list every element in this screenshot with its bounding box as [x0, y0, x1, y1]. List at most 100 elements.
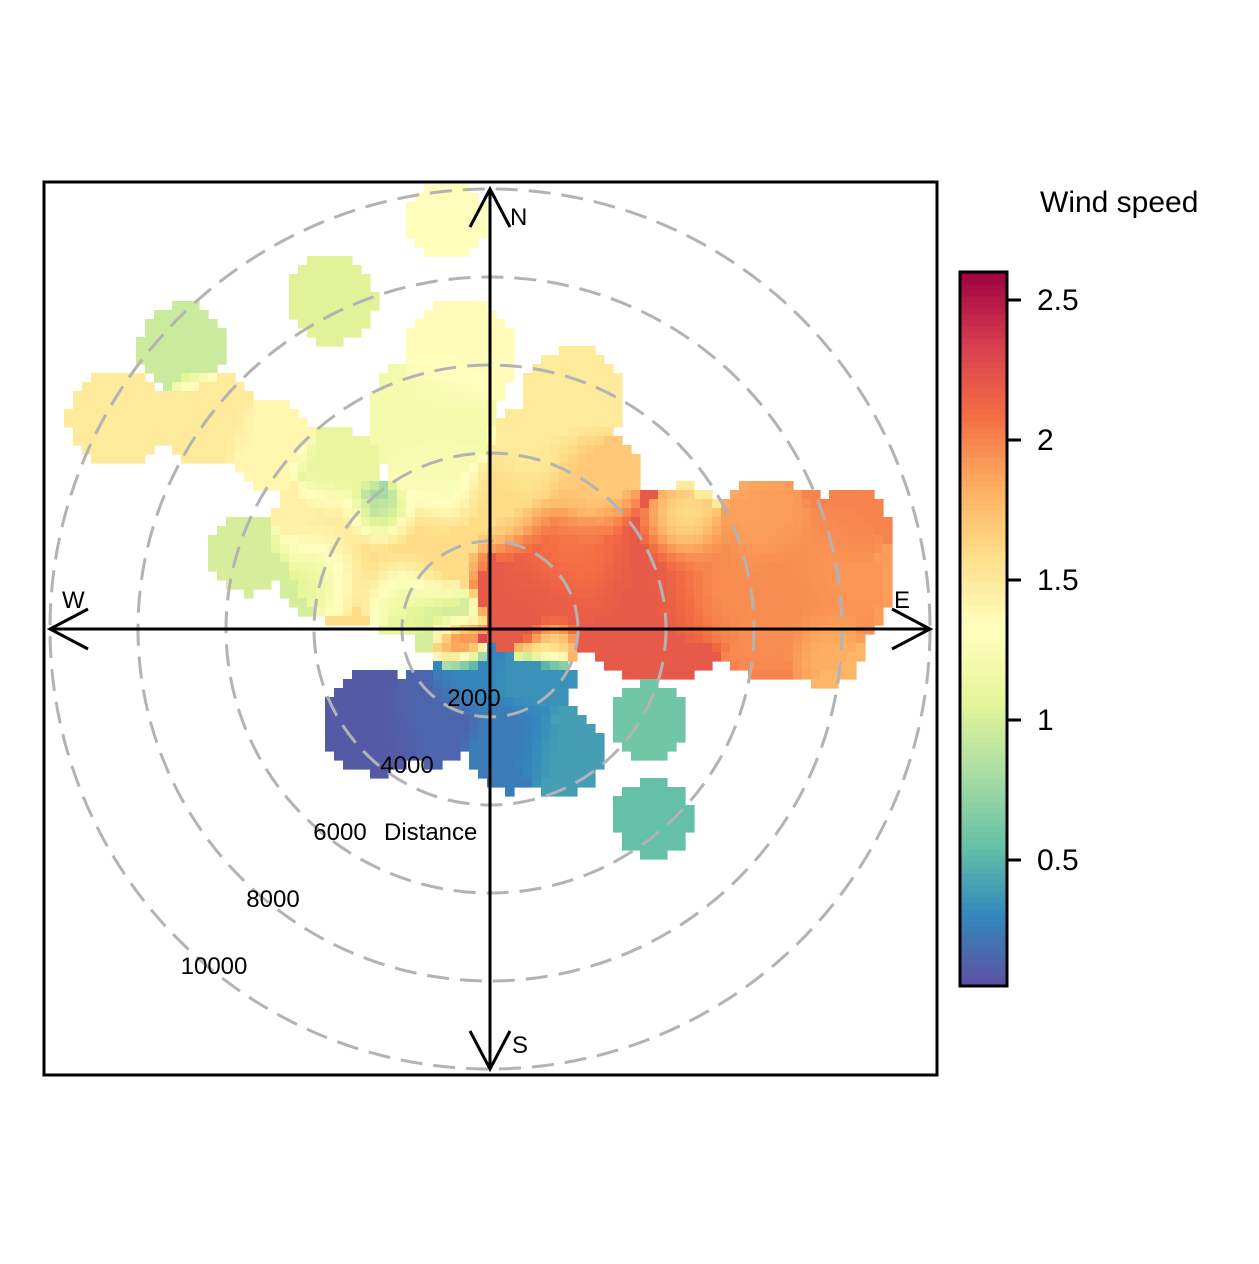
- heat-cell: [523, 499, 533, 509]
- heat-cell: [586, 562, 596, 572]
- heat-cell: [316, 472, 326, 482]
- heat-cell: [478, 715, 488, 725]
- heat-cell: [91, 418, 101, 428]
- heat-cell: [874, 535, 884, 545]
- heat-cell: [829, 634, 839, 644]
- heat-cell: [568, 391, 578, 401]
- heat-cell: [307, 292, 317, 302]
- heat-cell: [406, 481, 416, 491]
- heat-cell: [433, 346, 443, 356]
- heat-cell: [451, 733, 461, 743]
- heat-cell: [343, 607, 353, 617]
- legend-swatch: [960, 462, 1007, 470]
- heat-cell: [379, 481, 389, 491]
- heat-cell: [622, 805, 632, 815]
- heat-cell: [379, 571, 389, 581]
- heat-cell: [658, 715, 668, 725]
- heat-cell: [433, 337, 443, 347]
- heat-cell: [847, 499, 857, 509]
- heat-cell: [505, 589, 515, 599]
- heat-cell: [298, 490, 308, 500]
- heat-cell: [586, 580, 596, 590]
- heat-cell: [217, 400, 227, 410]
- heat-cell: [163, 436, 173, 446]
- heat-cell: [640, 643, 650, 653]
- heat-cell: [451, 571, 461, 581]
- heat-cell: [640, 634, 650, 644]
- heat-cell: [613, 373, 623, 383]
- heat-cell: [280, 490, 290, 500]
- heat-cell: [514, 634, 524, 644]
- heat-cell: [343, 580, 353, 590]
- heat-cell: [829, 499, 839, 509]
- heat-cell: [559, 661, 569, 671]
- heat-cell: [379, 715, 389, 725]
- heat-cell: [469, 508, 479, 518]
- heat-cell: [613, 706, 623, 716]
- heat-cell: [802, 643, 812, 653]
- heat-cell: [667, 805, 677, 815]
- heat-cell: [523, 589, 533, 599]
- heat-cell: [271, 445, 281, 455]
- heat-cell: [253, 571, 263, 581]
- heat-cell: [550, 409, 560, 419]
- heat-cell: [379, 499, 389, 509]
- heat-cell: [370, 436, 380, 446]
- heat-cell: [667, 634, 677, 644]
- heat-cell: [406, 364, 416, 374]
- heat-cell: [442, 427, 452, 437]
- heat-cell: [577, 382, 587, 392]
- heat-cell: [631, 832, 641, 842]
- heat-cell: [505, 499, 515, 509]
- heat-cell: [433, 481, 443, 491]
- heat-cell: [541, 355, 551, 365]
- heat-cell: [631, 841, 641, 851]
- heat-cell: [550, 364, 560, 374]
- heat-cell: [829, 616, 839, 626]
- heat-cell: [424, 211, 434, 221]
- heat-cell: [505, 472, 515, 482]
- heat-cell: [703, 643, 713, 653]
- heat-cell: [271, 481, 281, 491]
- heat-cell: [694, 634, 704, 644]
- heat-cell: [73, 409, 83, 419]
- color-legend: Wind speed 0.511.522.5: [958, 186, 1198, 988]
- heat-cell: [442, 724, 452, 734]
- heat-cell: [298, 508, 308, 518]
- heat-cell: [487, 616, 497, 626]
- heat-cell: [487, 346, 497, 356]
- heat-cell: [415, 499, 425, 509]
- heat-cell: [649, 580, 659, 590]
- heat-cell: [478, 679, 488, 689]
- heat-cell: [793, 598, 803, 608]
- heat-cell: [514, 760, 524, 770]
- heat-cell: [451, 661, 461, 671]
- heat-cell: [136, 382, 146, 392]
- heat-cell: [397, 391, 407, 401]
- heat-cell: [388, 499, 398, 509]
- heat-cell: [496, 373, 506, 383]
- heat-cell: [487, 490, 497, 500]
- heat-cell: [829, 643, 839, 653]
- heat-cell: [406, 202, 416, 212]
- heat-cell: [757, 481, 767, 491]
- heat-cell: [541, 535, 551, 545]
- heat-cell: [532, 733, 542, 743]
- heat-cell: [865, 571, 875, 581]
- heat-cell: [541, 751, 551, 761]
- heat-cell: [388, 760, 398, 770]
- heat-cell: [451, 238, 461, 248]
- heat-cell: [487, 373, 497, 383]
- heat-cell: [352, 517, 362, 527]
- heat-cell: [433, 400, 443, 410]
- heat-cell: [667, 616, 677, 626]
- heat-cell: [253, 535, 263, 545]
- heat-cell: [334, 283, 344, 293]
- heat-cell: [325, 598, 335, 608]
- heat-cell: [766, 508, 776, 518]
- heat-cell: [874, 526, 884, 536]
- heat-cell: [505, 724, 515, 734]
- heat-cell: [748, 517, 758, 527]
- heat-cell: [334, 580, 344, 590]
- heat-cell: [154, 346, 164, 356]
